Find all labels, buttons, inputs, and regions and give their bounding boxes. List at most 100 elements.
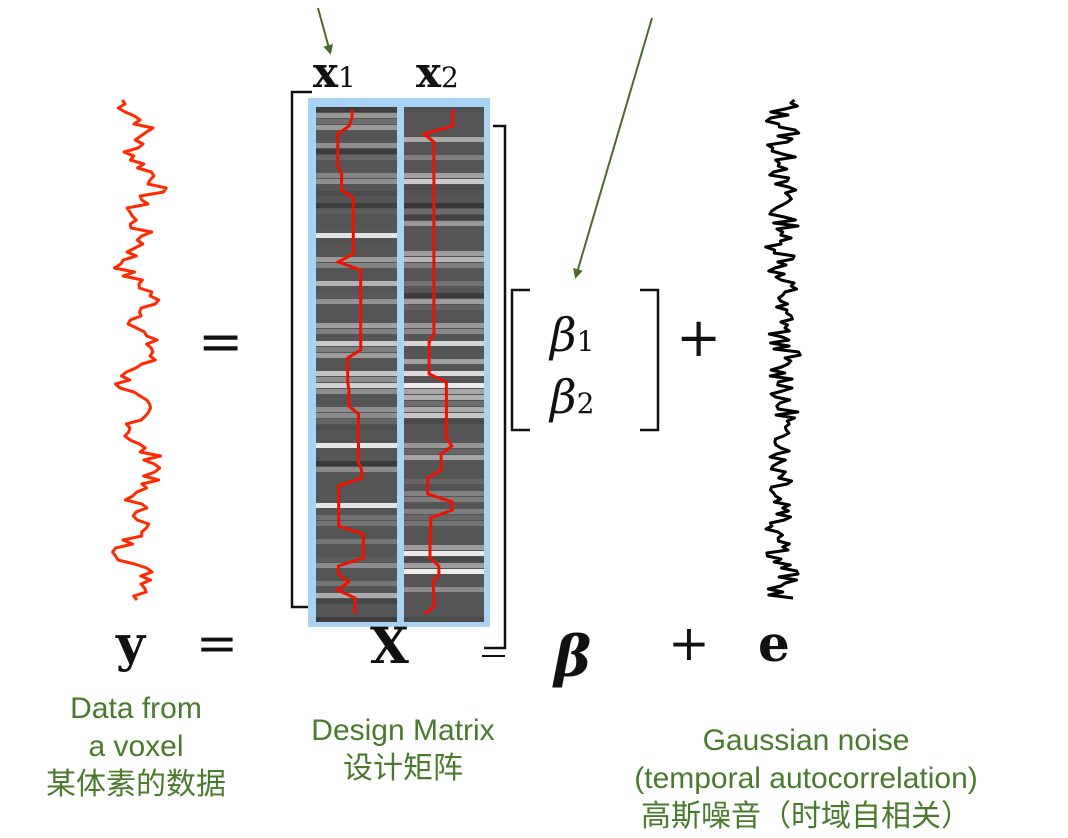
- matrix-band: [316, 299, 397, 304]
- matrix-band: [316, 371, 397, 376]
- matrix-band: [404, 401, 484, 406]
- plus-sign-bottom: +: [668, 614, 710, 672]
- matrix-band: [404, 299, 484, 304]
- matrix-band: [316, 329, 397, 334]
- matrix-band: [316, 467, 397, 472]
- matrix-band: [404, 107, 484, 112]
- matrix-band: [316, 389, 397, 394]
- matrix-band: [404, 389, 484, 394]
- matrix-band: [404, 599, 484, 604]
- matrix-band: [316, 539, 397, 544]
- matrix-band: [404, 251, 484, 256]
- matrix-band: [316, 341, 397, 346]
- matrix-band: [316, 143, 397, 148]
- matrix-band: [316, 257, 397, 262]
- caption-noise: Gaussian noise (temporal autocorrelation…: [566, 722, 1046, 836]
- matrix-band: [316, 293, 397, 298]
- matrix-band: [404, 257, 484, 262]
- matrix-band: [316, 515, 397, 520]
- matrix-band: [404, 569, 484, 574]
- caption-design-line-2: 设计矩阵: [343, 752, 463, 785]
- matrix-band: [316, 353, 397, 358]
- matrix-band: [316, 521, 397, 526]
- caption-data-line-1: Data from: [70, 692, 202, 725]
- matrix-band: [404, 563, 484, 568]
- equals-sign-top: =: [198, 310, 244, 373]
- matrix-band: [316, 593, 397, 598]
- matrix-band: [316, 113, 397, 118]
- symbol-beta: β: [554, 624, 592, 690]
- regressor-2-trace: [420, 110, 455, 616]
- caption-data: Data from a voxel 某体素的数据: [16, 690, 256, 804]
- matrix-band: [404, 521, 484, 526]
- matrix-band: [316, 125, 397, 130]
- matrix-band: [404, 209, 484, 214]
- matrix-band: [404, 281, 484, 286]
- equals-sign-bottom: =: [196, 614, 238, 672]
- plus-sign-top: +: [676, 306, 722, 369]
- matrix-band: [316, 461, 397, 466]
- matrix-band: [316, 233, 397, 238]
- matrix-band: [404, 155, 484, 160]
- caption-noise-line-2: (temporal autocorrelation): [634, 762, 978, 795]
- matrix-band: [316, 119, 397, 124]
- matrix-band: [404, 329, 484, 334]
- matrix-band: [404, 395, 484, 400]
- matrix-band: [404, 191, 484, 196]
- matrix-band: [404, 263, 484, 268]
- matrix-band: [316, 227, 397, 232]
- matrix-band: [404, 413, 484, 418]
- matrix-band: [316, 107, 397, 112]
- matrix-band: [404, 359, 484, 364]
- data-trace: [111, 99, 168, 601]
- beta-1: β1: [550, 308, 595, 362]
- matrix-left-bracket: [290, 90, 312, 609]
- matrix-band: [404, 587, 484, 592]
- matrix-band: [316, 413, 397, 418]
- matrix-band: [404, 179, 484, 184]
- caption-noise-line-3: 高斯噪音（时域自相关）: [641, 800, 971, 833]
- matrix-band: [316, 419, 397, 424]
- matrix-band: [404, 383, 484, 388]
- matrix-band: [404, 371, 484, 376]
- matrix-band: [404, 515, 484, 520]
- matrix-band: [316, 443, 397, 448]
- matrix-band: [316, 407, 397, 412]
- matrix-band: [316, 209, 397, 214]
- matrix-band: [316, 149, 397, 154]
- arrow-to-x1: [317, 7, 333, 55]
- matrix-band: [404, 173, 484, 178]
- caption-data-line-3: 某体素的数据: [46, 768, 226, 801]
- matrix-band: [404, 215, 484, 220]
- matrix-band: [316, 203, 397, 208]
- matrix-band: [316, 563, 397, 568]
- matrix-band: [404, 407, 484, 412]
- beta-2: β2: [550, 370, 595, 424]
- matrix-band: [316, 383, 397, 388]
- matrix-band: [316, 377, 397, 382]
- matrix-band: [404, 293, 484, 298]
- matrix-band: [404, 491, 484, 496]
- matrix-band: [404, 557, 484, 562]
- caption-design-line-1: Design Matrix: [311, 714, 495, 747]
- matrix-band: [404, 419, 484, 424]
- matrix-band: [316, 617, 397, 622]
- matrix-band: [404, 479, 484, 484]
- matrix-band: [316, 323, 397, 328]
- matrix-band: [316, 155, 397, 160]
- matrix-band: [316, 263, 397, 268]
- matrix-band: [404, 287, 484, 292]
- matrix-band: [404, 221, 484, 226]
- matrix-band: [404, 455, 484, 460]
- caption-noise-line-1: Gaussian noise: [702, 724, 910, 757]
- matrix-band: [404, 617, 484, 622]
- beta-left-bracket: [510, 288, 530, 432]
- design-matrix-image: [308, 98, 490, 627]
- matrix-band: [404, 137, 484, 142]
- matrix-band: [404, 305, 484, 310]
- matrix-band: [316, 179, 397, 184]
- symbol-e: e: [758, 614, 790, 673]
- matrix-band: [316, 581, 397, 586]
